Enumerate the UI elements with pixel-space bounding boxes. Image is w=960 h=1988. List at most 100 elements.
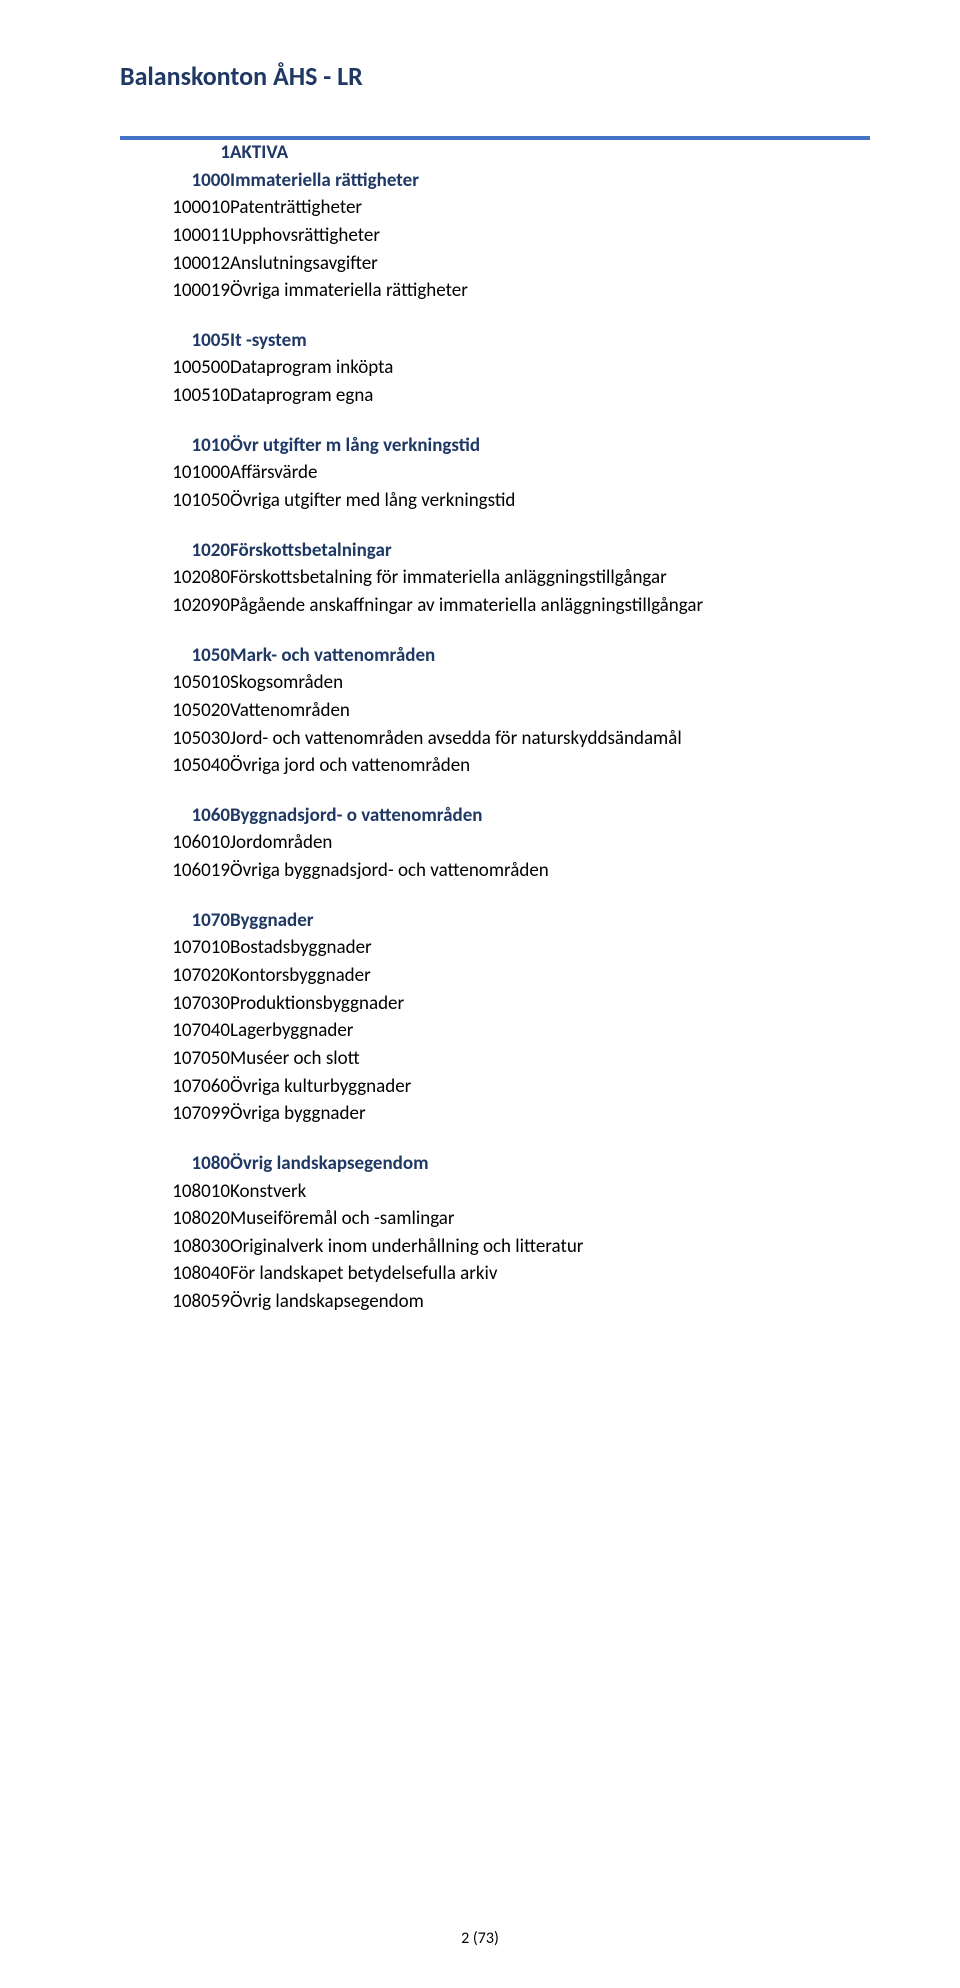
- account-code: 101000: [150, 460, 230, 488]
- account-row: 106010Jordområden: [150, 830, 703, 858]
- page-title-block: Balanskonton ÅHS - LR: [120, 60, 870, 140]
- account-code: 107040: [150, 1018, 230, 1046]
- account-row: 108059Övrig landskapsegendom: [150, 1289, 703, 1317]
- account-code: 107020: [150, 963, 230, 991]
- group-header-row: 1020Förskottsbetalningar: [150, 516, 703, 566]
- account-row: 100011Upphovsrättigheter: [150, 223, 703, 251]
- account-code: 101050: [150, 488, 230, 516]
- account-desc: Byggnadsjord- o vattenområden: [230, 781, 703, 831]
- account-row: 100500Dataprogram inköpta: [150, 355, 703, 383]
- account-row: 105030Jord- och vattenområden avsedda fö…: [150, 726, 703, 754]
- account-desc: It -system: [230, 306, 703, 356]
- accounts-table: 1AKTIVA1000Immateriella rättigheter10001…: [150, 140, 703, 1317]
- account-code: 107010: [150, 935, 230, 963]
- account-desc: Kontorsbyggnader: [230, 963, 703, 991]
- group-header-row: 1070Byggnader: [150, 886, 703, 936]
- group-header-row: 1060Byggnadsjord- o vattenområden: [150, 781, 703, 831]
- account-desc: Dataprogram inköpta: [230, 355, 703, 383]
- account-code: 1070: [150, 886, 230, 936]
- account-code: 107099: [150, 1101, 230, 1129]
- account-row: 107010Bostadsbyggnader: [150, 935, 703, 963]
- account-row: 108020Museiföremål och -samlingar: [150, 1206, 703, 1234]
- account-row: 107099Övriga byggnader: [150, 1101, 703, 1129]
- account-desc: Dataprogram egna: [230, 383, 703, 411]
- account-row: 107020Kontorsbyggnader: [150, 963, 703, 991]
- account-desc: Patenträttigheter: [230, 195, 703, 223]
- account-row: 100510Dataprogram egna: [150, 383, 703, 411]
- account-code: 108040: [150, 1261, 230, 1289]
- accounts-body: 1AKTIVA1000Immateriella rättigheter10001…: [150, 140, 703, 1317]
- account-code: 107050: [150, 1046, 230, 1074]
- account-code: 100510: [150, 383, 230, 411]
- account-desc: Övr utgifter m lång verkningstid: [230, 411, 703, 461]
- account-desc: Originalverk inom underhållning och litt…: [230, 1234, 703, 1262]
- group-header-row: 1010Övr utgifter m lång verkningstid: [150, 411, 703, 461]
- page-footer: 2 (73): [0, 1929, 960, 1948]
- account-desc: Övrig landskapsegendom: [230, 1289, 703, 1317]
- account-code: 100500: [150, 355, 230, 383]
- account-row: 102080Förskottsbetalning för immateriell…: [150, 565, 703, 593]
- account-desc: Förskottsbetalning för immateriella anlä…: [230, 565, 703, 593]
- account-row: 100019Övriga immateriella rättigheter: [150, 278, 703, 306]
- account-row: 105010Skogsområden: [150, 670, 703, 698]
- account-code: 1050: [150, 621, 230, 671]
- account-desc: Lagerbyggnader: [230, 1018, 703, 1046]
- group-header-row: 1080Övrig landskapsegendom: [150, 1129, 703, 1179]
- account-code: 102080: [150, 565, 230, 593]
- account-desc: Övriga byggnadsjord- och vattenområden: [230, 858, 703, 886]
- account-code: 1000: [150, 168, 230, 196]
- document-page: Balanskonton ÅHS - LR 1AKTIVA1000Immater…: [0, 0, 960, 1988]
- account-code: 1020: [150, 516, 230, 566]
- account-code: 1010: [150, 411, 230, 461]
- account-desc: Produktionsbyggnader: [230, 991, 703, 1019]
- account-code: 1060: [150, 781, 230, 831]
- account-row: 108030Originalverk inom underhållning oc…: [150, 1234, 703, 1262]
- account-code: 105020: [150, 698, 230, 726]
- account-row: 107050Muséer och slott: [150, 1046, 703, 1074]
- account-desc: Byggnader: [230, 886, 703, 936]
- account-desc: Övrig landskapsegendom: [230, 1129, 703, 1179]
- group-header-row: 1005It -system: [150, 306, 703, 356]
- account-desc: Övriga jord och vattenområden: [230, 753, 703, 781]
- account-row: 101050Övriga utgifter med lång verknings…: [150, 488, 703, 516]
- account-code: 100012: [150, 251, 230, 279]
- account-desc: Mark- och vattenområden: [230, 621, 703, 671]
- account-code: 105030: [150, 726, 230, 754]
- account-row: 108010Konstverk: [150, 1179, 703, 1207]
- account-desc: Konstverk: [230, 1179, 703, 1207]
- account-row: 100010Patenträttigheter: [150, 195, 703, 223]
- account-code: 108059: [150, 1289, 230, 1317]
- section-label: AKTIVA: [230, 140, 703, 168]
- account-row: 102090Pågående anskaffningar av immateri…: [150, 593, 703, 621]
- account-desc: Jord- och vattenområden avsedda för natu…: [230, 726, 703, 754]
- account-row: 107060Övriga kulturbyggnader: [150, 1074, 703, 1102]
- account-code: 100010: [150, 195, 230, 223]
- account-row: 105040Övriga jord och vattenområden: [150, 753, 703, 781]
- account-code: 105010: [150, 670, 230, 698]
- account-desc: Immateriella rättigheter: [230, 168, 703, 196]
- account-code: 102090: [150, 593, 230, 621]
- account-desc: Anslutningsavgifter: [230, 251, 703, 279]
- account-desc: Affärsvärde: [230, 460, 703, 488]
- account-desc: Jordområden: [230, 830, 703, 858]
- section-code: 1: [150, 140, 230, 168]
- account-code: 108020: [150, 1206, 230, 1234]
- account-desc: Pågående anskaffningar av immateriella a…: [230, 593, 703, 621]
- account-desc: Övriga utgifter med lång verkningstid: [230, 488, 703, 516]
- section-row: 1AKTIVA: [150, 140, 703, 168]
- account-desc: Förskottsbetalningar: [230, 516, 703, 566]
- account-desc: Museiföremål och -samlingar: [230, 1206, 703, 1234]
- page-title: Balanskonton ÅHS - LR: [120, 60, 870, 96]
- group-header-row: 1050Mark- och vattenområden: [150, 621, 703, 671]
- account-code: 107060: [150, 1074, 230, 1102]
- account-desc: Skogsområden: [230, 670, 703, 698]
- account-code: 100011: [150, 223, 230, 251]
- account-row: 105020Vattenområden: [150, 698, 703, 726]
- account-row: 106019Övriga byggnadsjord- och vattenomr…: [150, 858, 703, 886]
- account-desc: Muséer och slott: [230, 1046, 703, 1074]
- account-code: 105040: [150, 753, 230, 781]
- account-code: 106010: [150, 830, 230, 858]
- account-desc: Övriga kulturbyggnader: [230, 1074, 703, 1102]
- account-code: 108030: [150, 1234, 230, 1262]
- account-code: 107030: [150, 991, 230, 1019]
